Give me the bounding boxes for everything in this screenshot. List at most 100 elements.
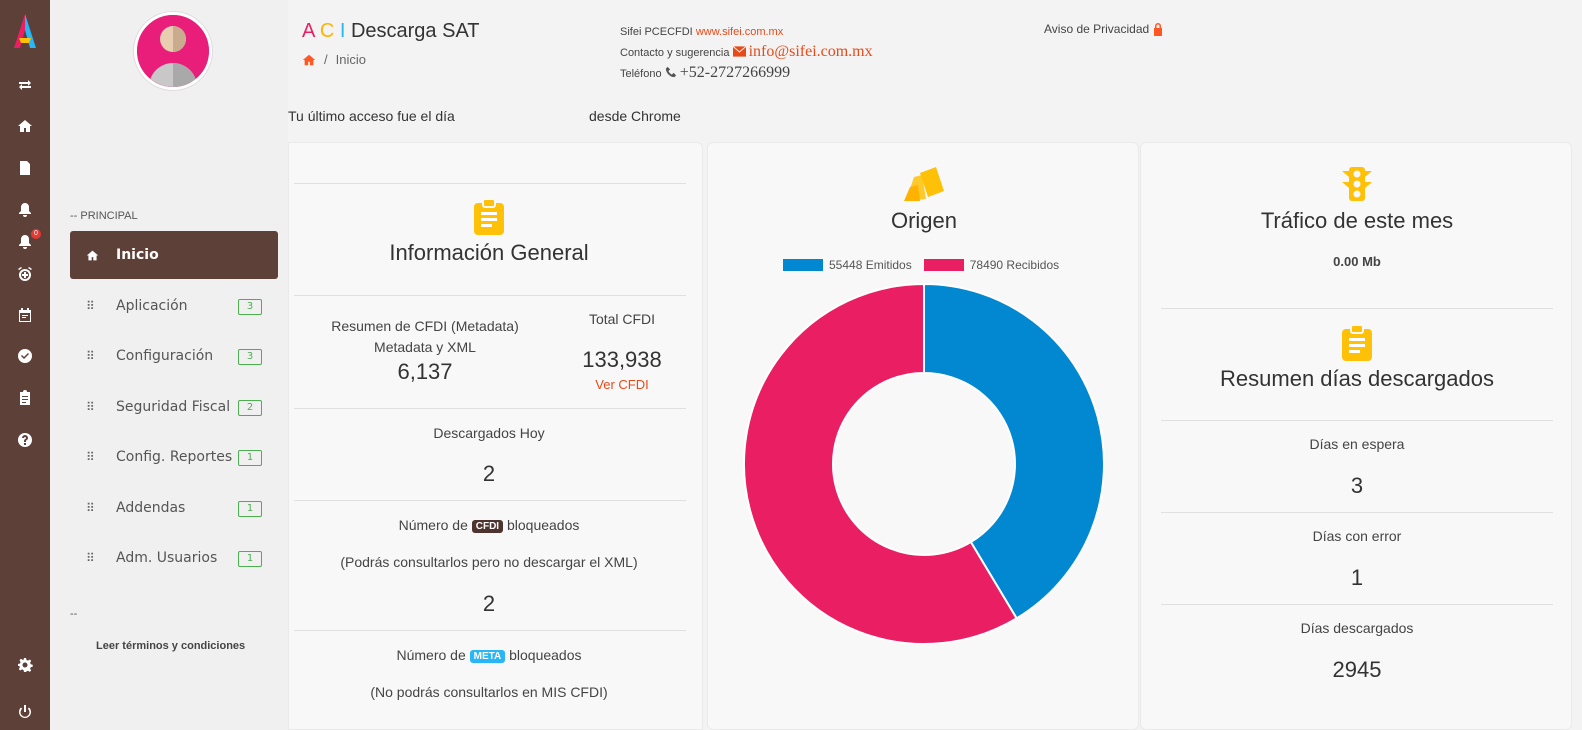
chart-legend: 55448 Emitidos 78490 Recibidos [783,258,1071,272]
sidebar-item-configuracion[interactable]: ⠿ Configuración 3 [70,332,278,380]
info-card: Información General Resumen de CFDI (Met… [288,142,703,730]
ver-cfdi-link[interactable]: Ver CFDI [595,377,649,392]
title-letter-i: I [339,20,346,42]
waiting-label: Días en espera [1309,436,1405,452]
contact-info: Sifei PCECFDI www.sifei.com.mx Contacto … [620,22,873,84]
clipboard-icon [474,199,504,235]
browser-text: desde Chrome [589,108,681,124]
sidebar-item-inicio[interactable]: Inicio [70,231,278,279]
title-text: Descarga SAT [350,20,480,42]
meta-note: (No podrás consultarlos en MIS CFDI) [370,684,608,700]
privacy-link[interactable]: Aviso de Privacidad [1044,22,1164,36]
home-icon[interactable] [15,116,35,136]
company-label: Sifei PCECFDI [620,26,693,38]
privacy-label: Aviso de Privacidad [1044,22,1150,36]
breadcrumb: / Inicio [302,52,366,67]
count-badge: 1 [238,501,262,517]
count-badge: 1 [238,551,262,567]
traffic-light-icon [1342,167,1372,201]
meta-prefix: Número de [396,647,466,663]
legend-label-recibidos: 78490 Recibidos [969,258,1060,272]
grid-icon: ⠿ [86,400,95,414]
document-icon[interactable] [15,158,35,178]
section-label: -- PRINCIPAL [70,210,138,222]
mail-icon [732,46,746,57]
home-icon[interactable] [302,53,316,67]
notification-badge: 0 [31,229,41,239]
meta-suffix: bloqueados [509,647,582,663]
sidebar-item-seguridad-fiscal[interactable]: ⠿ Seguridad Fiscal 2 [70,383,278,431]
tag-icon [904,167,944,201]
cfdi-tag: CFDI [471,520,504,533]
app-logo-icon[interactable] [10,12,40,52]
sidebar-item-config-reportes[interactable]: ⠿ Config. Reportes 1 [70,433,278,481]
origen-title: Origen [890,208,958,233]
title-letter-a: A [302,20,315,42]
blocked-cfdi-label: Número de CFDI bloqueados [289,517,689,533]
donut-slice-recibidos[interactable] [743,282,1018,645]
sidebar-item-label: Configuración [116,348,214,364]
breadcrumb-separator: / [324,52,328,67]
phone-label: Teléfono [620,68,662,80]
blocked-suffix: bloqueados [506,517,580,533]
legend-item-emitidos[interactable]: 55448 Emitidos [783,258,912,272]
meta-tag: META [469,650,506,663]
blocked-value: 2 [482,591,496,616]
phone-icon [665,66,676,78]
sidebar: -- PRINCIPAL Inicio ⠿ Aplicación 3 ⠿ Con… [50,0,288,730]
grid-icon: ⠿ [86,299,95,313]
total-label: Total CFDI [588,311,656,327]
avatar[interactable] [134,12,212,90]
downloaded-label: Días descargados [1300,620,1414,636]
legend-swatch [923,259,964,271]
alarm-icon[interactable] [15,264,35,284]
error-value: 1 [1350,565,1364,590]
legend-label-emitidos: 55448 Emitidos [829,258,912,272]
home-icon [86,250,99,260]
traffic-title: Tráfico de este mes [1260,208,1454,233]
bell-icon[interactable] [15,200,35,220]
traffic-card: Tráfico de este mes 0.00 Mb Resumen días… [1140,142,1572,730]
blocked-prefix: Número de [398,517,468,533]
swap-icon[interactable] [15,75,35,95]
sidebar-item-label: Adm. Usuarios [116,550,218,566]
traffic-value: 0.00 Mb [1333,254,1381,269]
sidebar-item-label: Addendas [116,500,186,516]
sidebar-item-addendas[interactable]: ⠿ Addendas 1 [70,484,278,532]
today-value: 2 [482,461,496,486]
lock-icon [1154,23,1163,36]
origen-donut-chart[interactable] [742,282,1106,646]
check-circle-icon[interactable] [15,346,35,366]
blocked-note: (Podrás consultarlos pero no descargar e… [340,554,638,570]
summary-sub: Metadata y XML [374,339,476,355]
sidebar-item-label: Seguridad Fiscal [116,399,231,415]
grid-icon: ⠿ [86,349,95,363]
grid-icon: ⠿ [86,501,95,515]
settings-icon[interactable] [15,655,35,675]
legend-item-recibidos[interactable]: 78490 Recibidos [923,258,1060,272]
clipboard-icon [1342,325,1372,361]
sidebar-item-label: Aplicación [116,298,188,314]
sidebar-item-aplicacion[interactable]: ⠿ Aplicación 3 [70,282,278,330]
icon-rail: 0 [0,0,50,730]
website-link[interactable]: www.sifei.com.mx [695,26,784,38]
sidebar-item-label: Inicio [116,247,159,263]
app-title: A C I Descarga SAT [302,20,480,43]
clipboard-icon[interactable] [15,388,35,408]
power-icon[interactable] [15,702,35,722]
sidebar-item-label: Config. Reportes [116,449,233,465]
contact-label: Contacto y sugerencia [620,47,730,59]
waiting-value: 3 [1350,473,1364,498]
bell-notification-icon[interactable]: 0 [15,229,41,252]
grid-icon: ⠿ [86,450,95,464]
donut-slice-emitidos[interactable] [923,282,1105,620]
email-link[interactable]: info@sifei.com.mx [748,43,873,60]
calendar-icon[interactable] [15,305,35,325]
summary-label: Resumen de CFDI (Metadata) [331,318,519,334]
sidebar-item-adm-usuarios[interactable]: ⠿ Adm. Usuarios 1 [70,534,278,582]
total-value: 133,938 [582,347,662,372]
terms-link[interactable]: Leer términos y condiciones [96,640,246,652]
help-icon[interactable] [15,430,35,450]
section-separator: -- [70,608,78,620]
error-label: Días con error [1312,528,1402,544]
